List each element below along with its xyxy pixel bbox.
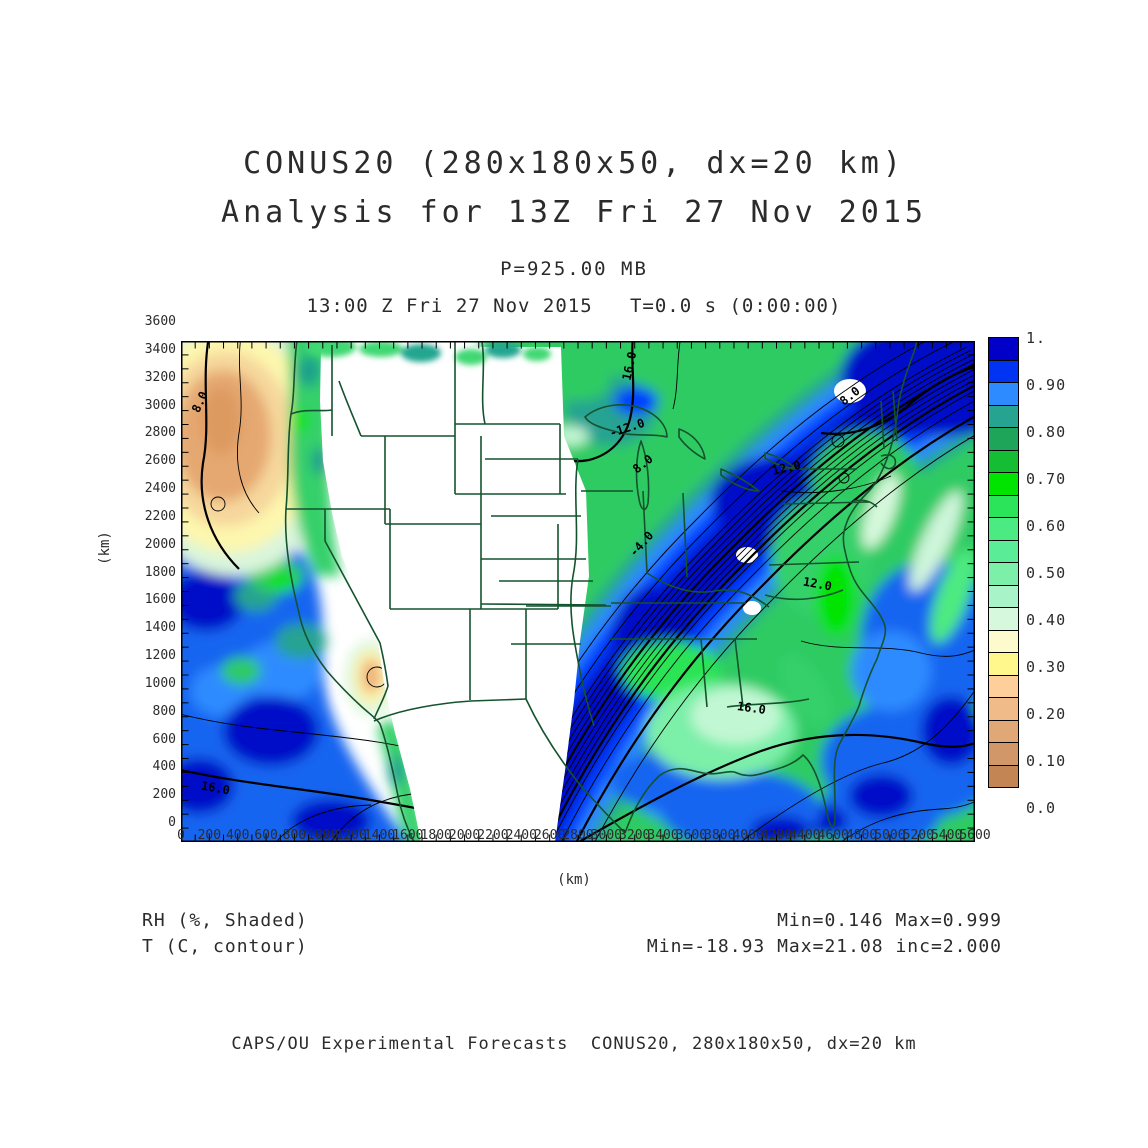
- x-tick-label: 3000: [590, 828, 622, 843]
- northern-green-patches: [306, 341, 551, 365]
- x-tick-label: 1200: [335, 828, 367, 843]
- y-tick-label: 1000: [144, 675, 176, 691]
- colorbar-cell: [988, 337, 1019, 361]
- colorbar: [988, 337, 1019, 788]
- x-tick-label: 1000: [307, 828, 339, 843]
- x-tick-label: 1800: [420, 828, 452, 843]
- x-tick-label: 1600: [392, 828, 424, 843]
- y-tick-label: 3600: [144, 314, 176, 329]
- colorbar-cell: [988, 607, 1019, 631]
- x-tick-label: 3800: [704, 828, 736, 843]
- y-tick-label: 2000: [144, 536, 176, 552]
- colorbar-label: 0.90: [1026, 376, 1067, 394]
- colorbar-cell: [988, 652, 1019, 676]
- colorbar-cell: [988, 584, 1019, 608]
- x-axis-unit-label: (km): [557, 872, 591, 888]
- colorbar-cell: [988, 494, 1019, 518]
- contour-field-stats: Min=-18.93 Max=21.08 inc=2.000: [646, 936, 1002, 957]
- x-tick-label: 4200: [760, 828, 793, 843]
- y-tick-label: 1600: [144, 592, 176, 608]
- colorbar-cell: [988, 764, 1019, 788]
- x-tick-label: 3400: [647, 828, 679, 843]
- colorbar-cell: [988, 697, 1019, 721]
- x-tick-label: 600: [254, 828, 278, 843]
- colorbar-cell: [988, 382, 1019, 406]
- colorbar-cell: [988, 472, 1019, 496]
- y-tick-label: 400: [152, 759, 176, 775]
- x-tick-label: 5200: [902, 828, 934, 843]
- x-tick-label: 3600: [675, 828, 708, 843]
- y-tick-label: 1400: [144, 620, 176, 636]
- y-tick-label: 200: [152, 787, 176, 803]
- x-tick-label: 4800: [845, 828, 878, 843]
- temperature-contours: [181, 341, 975, 842]
- x-tick-label: 4600: [817, 828, 849, 843]
- colorbar-cell: [988, 629, 1019, 653]
- colorbar-label: 0.30: [1026, 658, 1067, 676]
- map-plot-area: 8.0 16.0 -12.0 8.0 -4.0 8.0 12.0 12.0 16.0 16.0: [181, 322, 975, 842]
- chart-title-line1: CONUS20 (280x180x50, dx=20 km): [243, 146, 905, 181]
- colorbar-cell: [988, 427, 1019, 451]
- x-tick-label: 4000: [732, 828, 764, 843]
- colorbar-label: 0.60: [1026, 517, 1067, 535]
- rh-shading-field: [181, 341, 975, 842]
- y-tick-label: 3200: [144, 369, 176, 385]
- x-tick-label: 2200: [477, 828, 509, 843]
- colorbar-cell: [988, 539, 1019, 563]
- pressure-level-label: P=925.00 MB: [500, 258, 648, 280]
- x-tick-label: 4400: [789, 828, 821, 843]
- x-tick-label: 2800: [562, 828, 594, 843]
- conus-rh-temperature-map: [181, 341, 975, 842]
- y-tick-label: 1800: [144, 564, 176, 580]
- y-tick-label: 2200: [144, 508, 176, 524]
- colorbar-cell: [988, 359, 1019, 383]
- x-tick-label: 5000: [874, 828, 906, 843]
- contour-field-caption: T (C, contour): [142, 936, 308, 957]
- y-tick-label: 2600: [144, 453, 176, 469]
- x-tick-label: 5400: [930, 828, 963, 843]
- state-borders: [284, 341, 918, 842]
- colorbar-cell: [988, 674, 1019, 698]
- y-tick-label: 0: [168, 815, 176, 830]
- x-tick-label: 2400: [505, 828, 537, 843]
- colorbar-cell: [988, 562, 1019, 586]
- colorbar-cell: [988, 517, 1019, 541]
- colorbar-label: 0.40: [1026, 611, 1067, 629]
- plot-frame: [181, 341, 975, 842]
- terrain-mask: [320, 347, 589, 842]
- y-tick-label: 800: [152, 703, 176, 719]
- colorbar-label: 0.10: [1026, 752, 1067, 770]
- chart-title-line2: Analysis for 13Z Fri 27 Nov 2015: [221, 195, 927, 230]
- colorbar-label: 0.80: [1026, 423, 1067, 441]
- colorbar-label: 0.0: [1026, 799, 1057, 817]
- y-tick-label: 600: [152, 731, 176, 747]
- y-tick-label: 3400: [144, 341, 176, 357]
- footer-credit: CAPS/OU Experimental Forecasts CONUS20, …: [231, 1034, 917, 1054]
- x-tick-label: 200: [197, 828, 222, 843]
- colorbar-label: 0.50: [1026, 564, 1067, 582]
- colorbar-cell: [988, 719, 1019, 743]
- shaded-field-caption: RH (%, Shaded): [142, 910, 308, 931]
- x-tick-label: 5600: [959, 828, 991, 843]
- y-tick-label: 3000: [144, 397, 176, 413]
- colorbar-label: 0.20: [1026, 705, 1067, 723]
- valid-time-label: 13:00 Z Fri 27 Nov 2015 T=0.0 s (0:00:00…: [306, 295, 842, 317]
- x-tick-label: 3200: [619, 828, 651, 843]
- y-tick-label: 2400: [144, 481, 176, 496]
- y-tick-label: 2800: [144, 425, 176, 441]
- axis-ticks: [181, 341, 975, 842]
- x-tick-label: 2600: [533, 828, 566, 843]
- colorbar-label: 0.70: [1026, 470, 1067, 488]
- x-tick-label: 800: [282, 828, 307, 843]
- x-tick-label: 0: [177, 828, 185, 843]
- x-tick-label: 1400: [363, 828, 396, 843]
- x-tick-label: 2000: [448, 828, 481, 843]
- colorbar-cell: [988, 404, 1019, 428]
- colorbar-cell: [988, 449, 1019, 473]
- colorbar-label: 1.: [1026, 329, 1047, 347]
- colorbar-cell: [988, 742, 1019, 766]
- x-tick-label: 400: [225, 828, 250, 843]
- y-tick-label: 1200: [144, 648, 176, 663]
- shaded-field-stats: Min=0.146 Max=0.999: [777, 910, 1002, 931]
